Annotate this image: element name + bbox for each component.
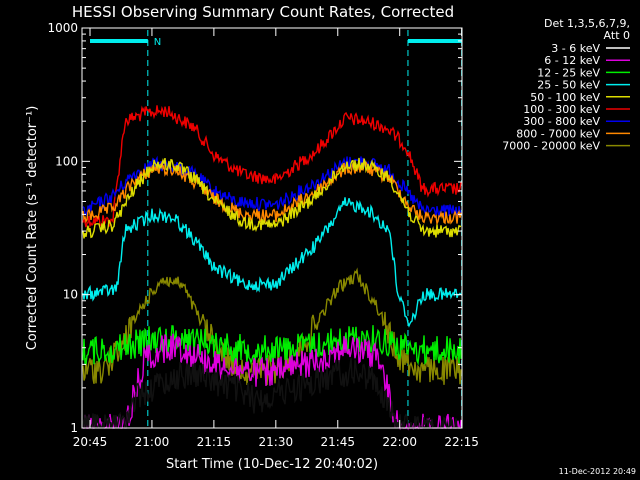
legend-label: 300 - 800 keV (523, 115, 600, 128)
series-line (82, 160, 462, 227)
x-tick-label: 21:15 (197, 435, 232, 449)
footer-timestamp: 11-Dec-2012 20:49 (559, 467, 636, 476)
series-line (82, 197, 462, 328)
x-tick-label: 22:15 (444, 435, 479, 449)
x-tick-label: 21:00 (135, 435, 170, 449)
series-line (82, 105, 462, 229)
legend-header-line-2: Att 0 (604, 29, 630, 42)
series-line (82, 358, 461, 431)
x-tick-label: 20:45 (73, 435, 108, 449)
legend-label: 25 - 50 keV (537, 79, 600, 92)
axes: 20:45 21:00 21:15 21:30 21:45 22:00 22:15 1 10 10… (47, 21, 478, 449)
night-label: N (154, 37, 161, 48)
series-lines (82, 105, 462, 431)
legend-label: 12 - 25 keV (537, 66, 600, 79)
legend-label: 6 - 12 keV (544, 54, 600, 67)
chart-title: HESSI Observing Summary Count Rates, Cor… (72, 3, 454, 21)
series-line (82, 157, 462, 239)
x-axis-label: Start Time (10-Dec-12 20:40:02) (166, 457, 378, 472)
legend-label: 800 - 7000 keV (516, 127, 600, 140)
series-line (82, 325, 462, 366)
legend-header-line-1: Det 1,3,5,6,7,9, (544, 17, 630, 30)
legend-label: 100 - 300 keV (523, 103, 600, 116)
night-bar (90, 39, 148, 43)
x-tick-label: 21:45 (320, 435, 355, 449)
legend-label: 3 - 6 keV (551, 42, 600, 55)
plot-frame (81, 27, 463, 429)
legend-label: 50 - 100 keV (530, 91, 600, 104)
x-tick-label: 22:00 (382, 435, 417, 449)
x-tick-label: 21:30 (259, 435, 294, 449)
night-bar (407, 39, 462, 43)
y-tick-label: 1000 (47, 21, 78, 35)
series-line (82, 155, 462, 217)
legend-label: 7000 - 20000 keV (502, 140, 600, 153)
y-axis-label: Corrected Count Rate (s⁻¹ detector⁻¹) (25, 106, 40, 351)
y-tick-label: 100 (55, 154, 78, 168)
y-tick-label: 10 (63, 288, 78, 302)
y-tick-label: 1 (70, 421, 78, 435)
